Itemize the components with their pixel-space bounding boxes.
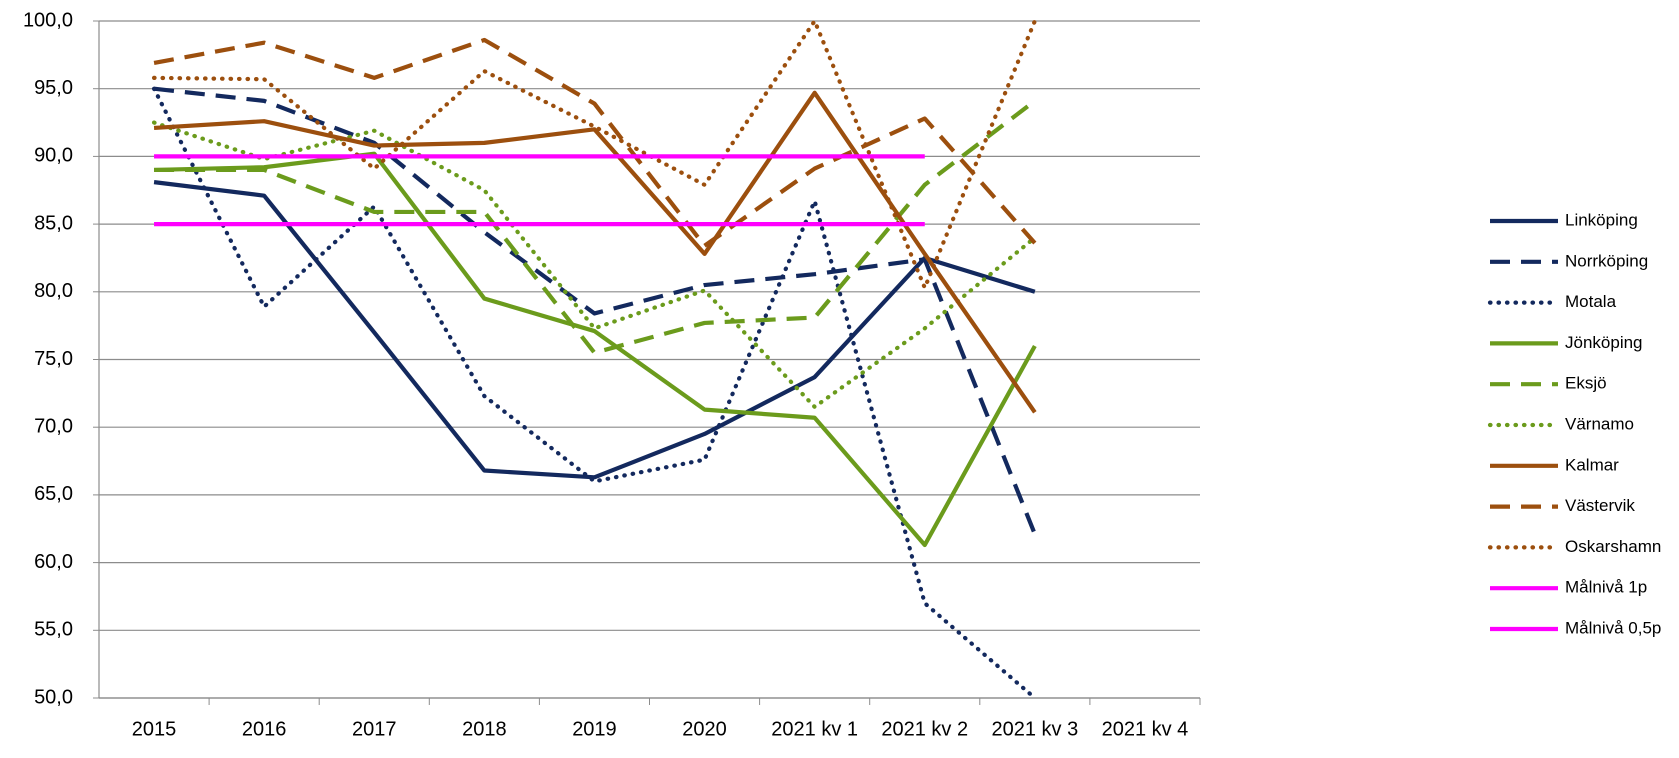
x-tick-label: 2015 bbox=[132, 718, 177, 740]
y-tick-label: 55,0 bbox=[34, 619, 73, 641]
legend-label: Kalmar bbox=[1565, 455, 1619, 474]
legend-label: Eksjö bbox=[1565, 374, 1607, 393]
legend-label: Målnivå 1p bbox=[1565, 578, 1647, 597]
y-tick-label: 90,0 bbox=[34, 145, 73, 167]
series-line bbox=[151, 18, 1037, 290]
legend-label: Linköping bbox=[1565, 210, 1638, 229]
y-tick-label: 75,0 bbox=[34, 348, 73, 370]
series-line bbox=[151, 120, 1037, 409]
y-tick-label: 85,0 bbox=[34, 212, 73, 234]
x-tick-label: 2020 bbox=[682, 718, 727, 740]
series-line bbox=[153, 180, 1036, 480]
x-tick-label: 2021 kv 2 bbox=[881, 718, 968, 740]
legend-label: Målnivå 0,5p bbox=[1565, 618, 1661, 637]
series-line bbox=[154, 99, 1037, 355]
x-tick-label: 2021 kv 4 bbox=[1102, 718, 1189, 740]
legend-label: Motala bbox=[1565, 292, 1617, 311]
y-tick-label: 60,0 bbox=[34, 551, 73, 573]
legend-label: Jönköping bbox=[1565, 333, 1643, 352]
x-tick-label: 2021 kv 3 bbox=[991, 718, 1078, 740]
legend-label: Norrköping bbox=[1565, 251, 1648, 270]
x-tick-label: 2018 bbox=[462, 718, 507, 740]
x-tick-label: 2021 kv 1 bbox=[771, 718, 858, 740]
y-tick-label: 80,0 bbox=[34, 280, 73, 302]
series-line bbox=[153, 37, 1037, 248]
y-tick-label: 100,0 bbox=[23, 9, 73, 31]
x-tick-label: 2017 bbox=[352, 718, 397, 740]
legend-label: Oskarshamn bbox=[1565, 537, 1661, 556]
x-tick-label: 2019 bbox=[572, 718, 617, 740]
x-tick-label: 2016 bbox=[242, 718, 287, 740]
y-tick-label: 65,0 bbox=[34, 483, 73, 505]
legend-label: Västervik bbox=[1565, 496, 1635, 515]
series-line bbox=[153, 151, 1037, 548]
y-tick-label: 95,0 bbox=[34, 77, 73, 99]
series-line bbox=[153, 86, 1037, 535]
y-tick-label: 50,0 bbox=[34, 686, 73, 708]
series-line bbox=[153, 90, 1037, 414]
legend-label: Värnamo bbox=[1565, 414, 1634, 433]
y-tick-label: 70,0 bbox=[34, 415, 73, 437]
